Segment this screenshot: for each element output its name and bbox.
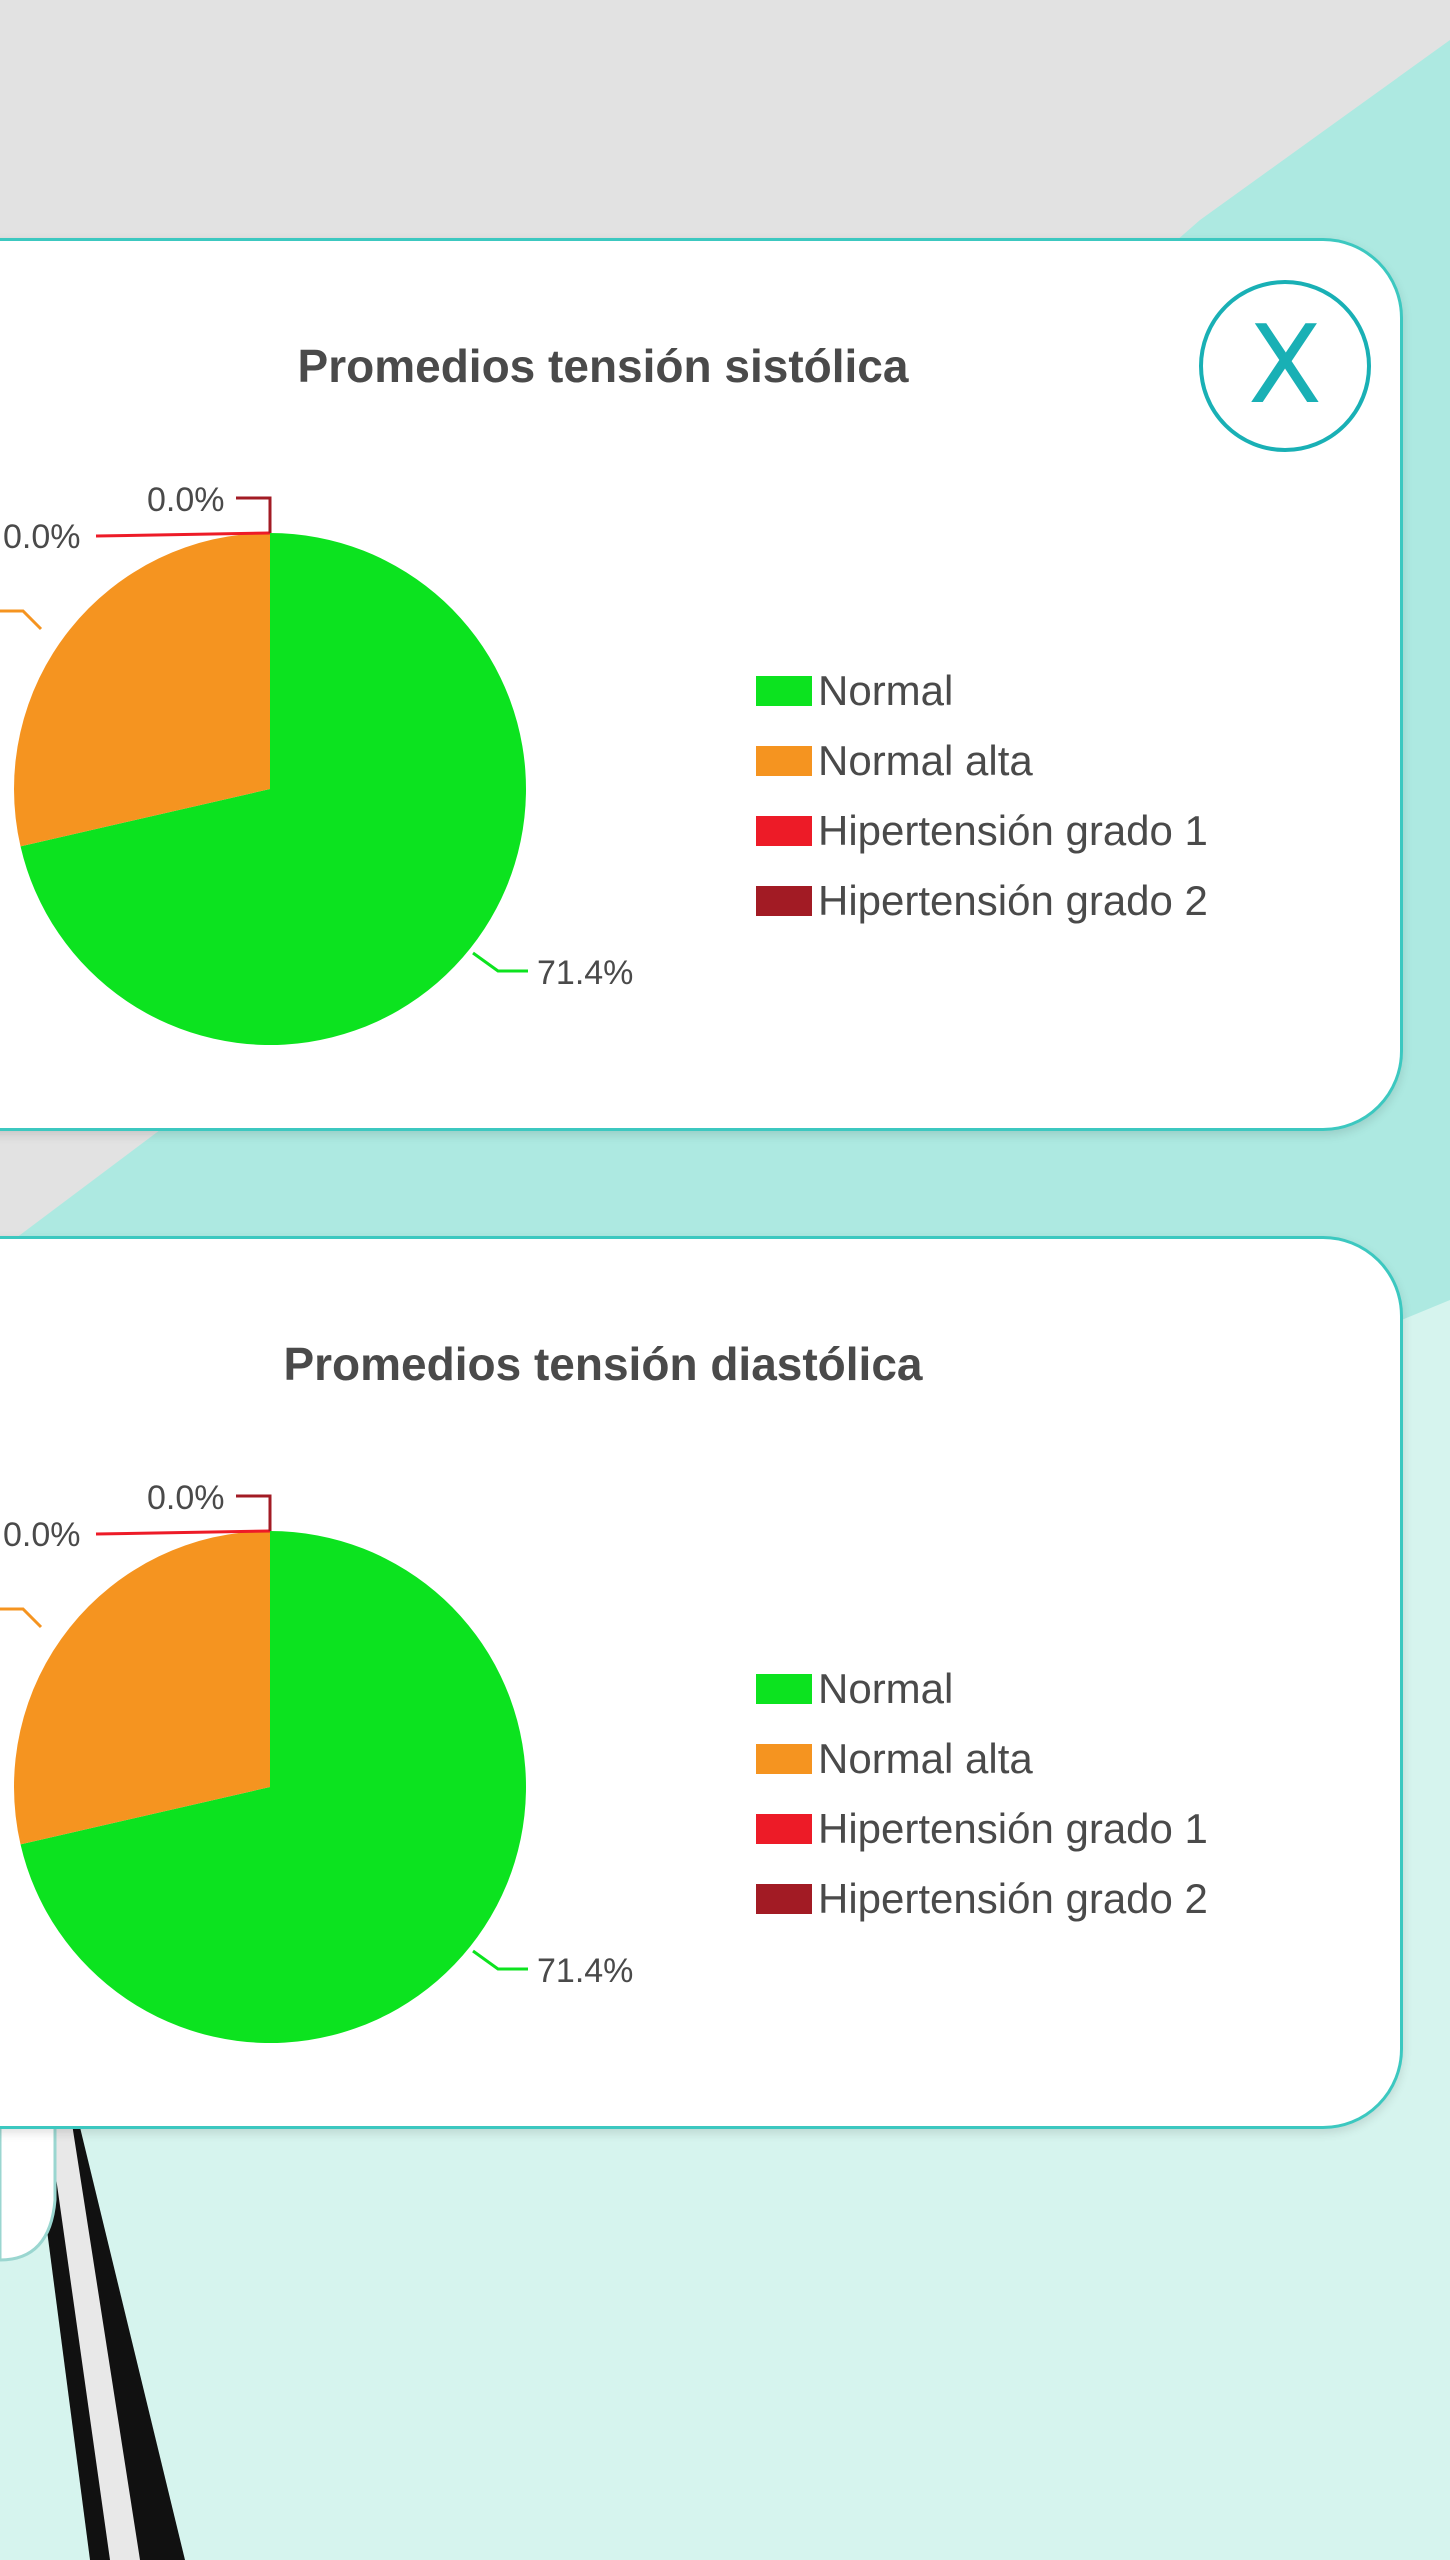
leader-line-hipertension-1 bbox=[95, 531, 271, 538]
pie-slice-normal-alta bbox=[13, 1531, 271, 1845]
legend-item-hipertension-1: Hipertensión grado 1 bbox=[756, 1794, 1208, 1864]
leader-line-normal-alta bbox=[0, 1607, 43, 1629]
legend-label-hipertension-2: Hipertensión grado 2 bbox=[818, 877, 1208, 924]
pie-slice-normal-alta bbox=[13, 533, 271, 847]
legend-label-normal-alta: Normal alta bbox=[818, 737, 1033, 784]
data-label-hipertension-2: 0.0% bbox=[147, 481, 225, 519]
diastolic-legend: Normal Normal alta Hipertensión grado 1 … bbox=[756, 1654, 1208, 1934]
diastolic-chart-card: 71.4% 0.0% 0.0% Promedios tensión diastóli… bbox=[0, 1236, 1403, 2129]
data-label-normal: 71.4% bbox=[537, 1952, 633, 1990]
legend-item-normal: Normal bbox=[756, 1654, 1208, 1724]
legend-swatch-normal-alta bbox=[756, 1744, 812, 1774]
systolic-pie-chart: 71.4% 0.0% 0.0% bbox=[0, 481, 633, 1045]
legend-item-hipertension-2: Hipertensión grado 2 bbox=[756, 866, 1208, 936]
leader-line-normal bbox=[472, 951, 528, 973]
legend-label-hipertension-1: Hipertensión grado 1 bbox=[818, 807, 1208, 854]
data-label-hipertension-1: 0.0% bbox=[3, 1516, 81, 1554]
systolic-legend: Normal Normal alta Hipertensión grado 1 … bbox=[756, 656, 1208, 936]
diastolic-chart-title: Promedios tensión diastólica bbox=[283, 1338, 923, 1390]
systolic-chart-title: Promedios tensión sistólica bbox=[297, 340, 909, 392]
legend-swatch-hipertension-1 bbox=[756, 1814, 812, 1844]
legend-item-normal-alta: Normal alta bbox=[756, 726, 1208, 796]
legend-label-hipertension-2: Hipertensión grado 2 bbox=[818, 1875, 1208, 1922]
pie-slice-normal bbox=[20, 533, 527, 1045]
legend-swatch-normal bbox=[756, 676, 812, 706]
systolic-chart-card: 71.4% 0.0% 0.0% Promedios tensión sistólic… bbox=[0, 238, 1403, 1131]
legend-item-normal-alta: Normal alta bbox=[756, 1724, 1208, 1794]
legend-swatch-hipertension-1 bbox=[756, 816, 812, 846]
data-label-hipertension-1: 0.0% bbox=[3, 518, 81, 556]
data-label-hipertension-2: 0.0% bbox=[147, 1479, 225, 1517]
legend-label-normal: Normal bbox=[818, 1665, 954, 1712]
legend-swatch-normal-alta bbox=[756, 746, 812, 776]
close-icon: X bbox=[1248, 303, 1322, 428]
legend-swatch-hipertension-2 bbox=[756, 1884, 812, 1914]
legend-item-hipertension-2: Hipertensión grado 2 bbox=[756, 1864, 1208, 1934]
leader-line-normal-alta bbox=[0, 609, 43, 631]
pie-slice-normal bbox=[20, 1531, 527, 2043]
leader-line-hipertension-2 bbox=[236, 496, 272, 533]
legend-item-hipertension-1: Hipertensión grado 1 bbox=[756, 796, 1208, 866]
legend-swatch-normal bbox=[756, 1674, 812, 1704]
legend-label-normal: Normal bbox=[818, 667, 954, 714]
legend-swatch-hipertension-2 bbox=[756, 886, 812, 916]
legend-item-normal: Normal bbox=[756, 656, 1208, 726]
leader-line-hipertension-2 bbox=[236, 1494, 272, 1531]
legend-label-hipertension-1: Hipertensión grado 1 bbox=[818, 1805, 1208, 1852]
diastolic-pie-chart: 71.4% 0.0% 0.0% bbox=[0, 1479, 633, 2043]
leader-line-hipertension-1 bbox=[95, 1529, 271, 1536]
data-label-normal: 71.4% bbox=[537, 954, 633, 992]
close-button[interactable]: X bbox=[1199, 280, 1371, 452]
leader-line-normal bbox=[472, 1949, 528, 1971]
legend-label-normal-alta: Normal alta bbox=[818, 1735, 1033, 1782]
